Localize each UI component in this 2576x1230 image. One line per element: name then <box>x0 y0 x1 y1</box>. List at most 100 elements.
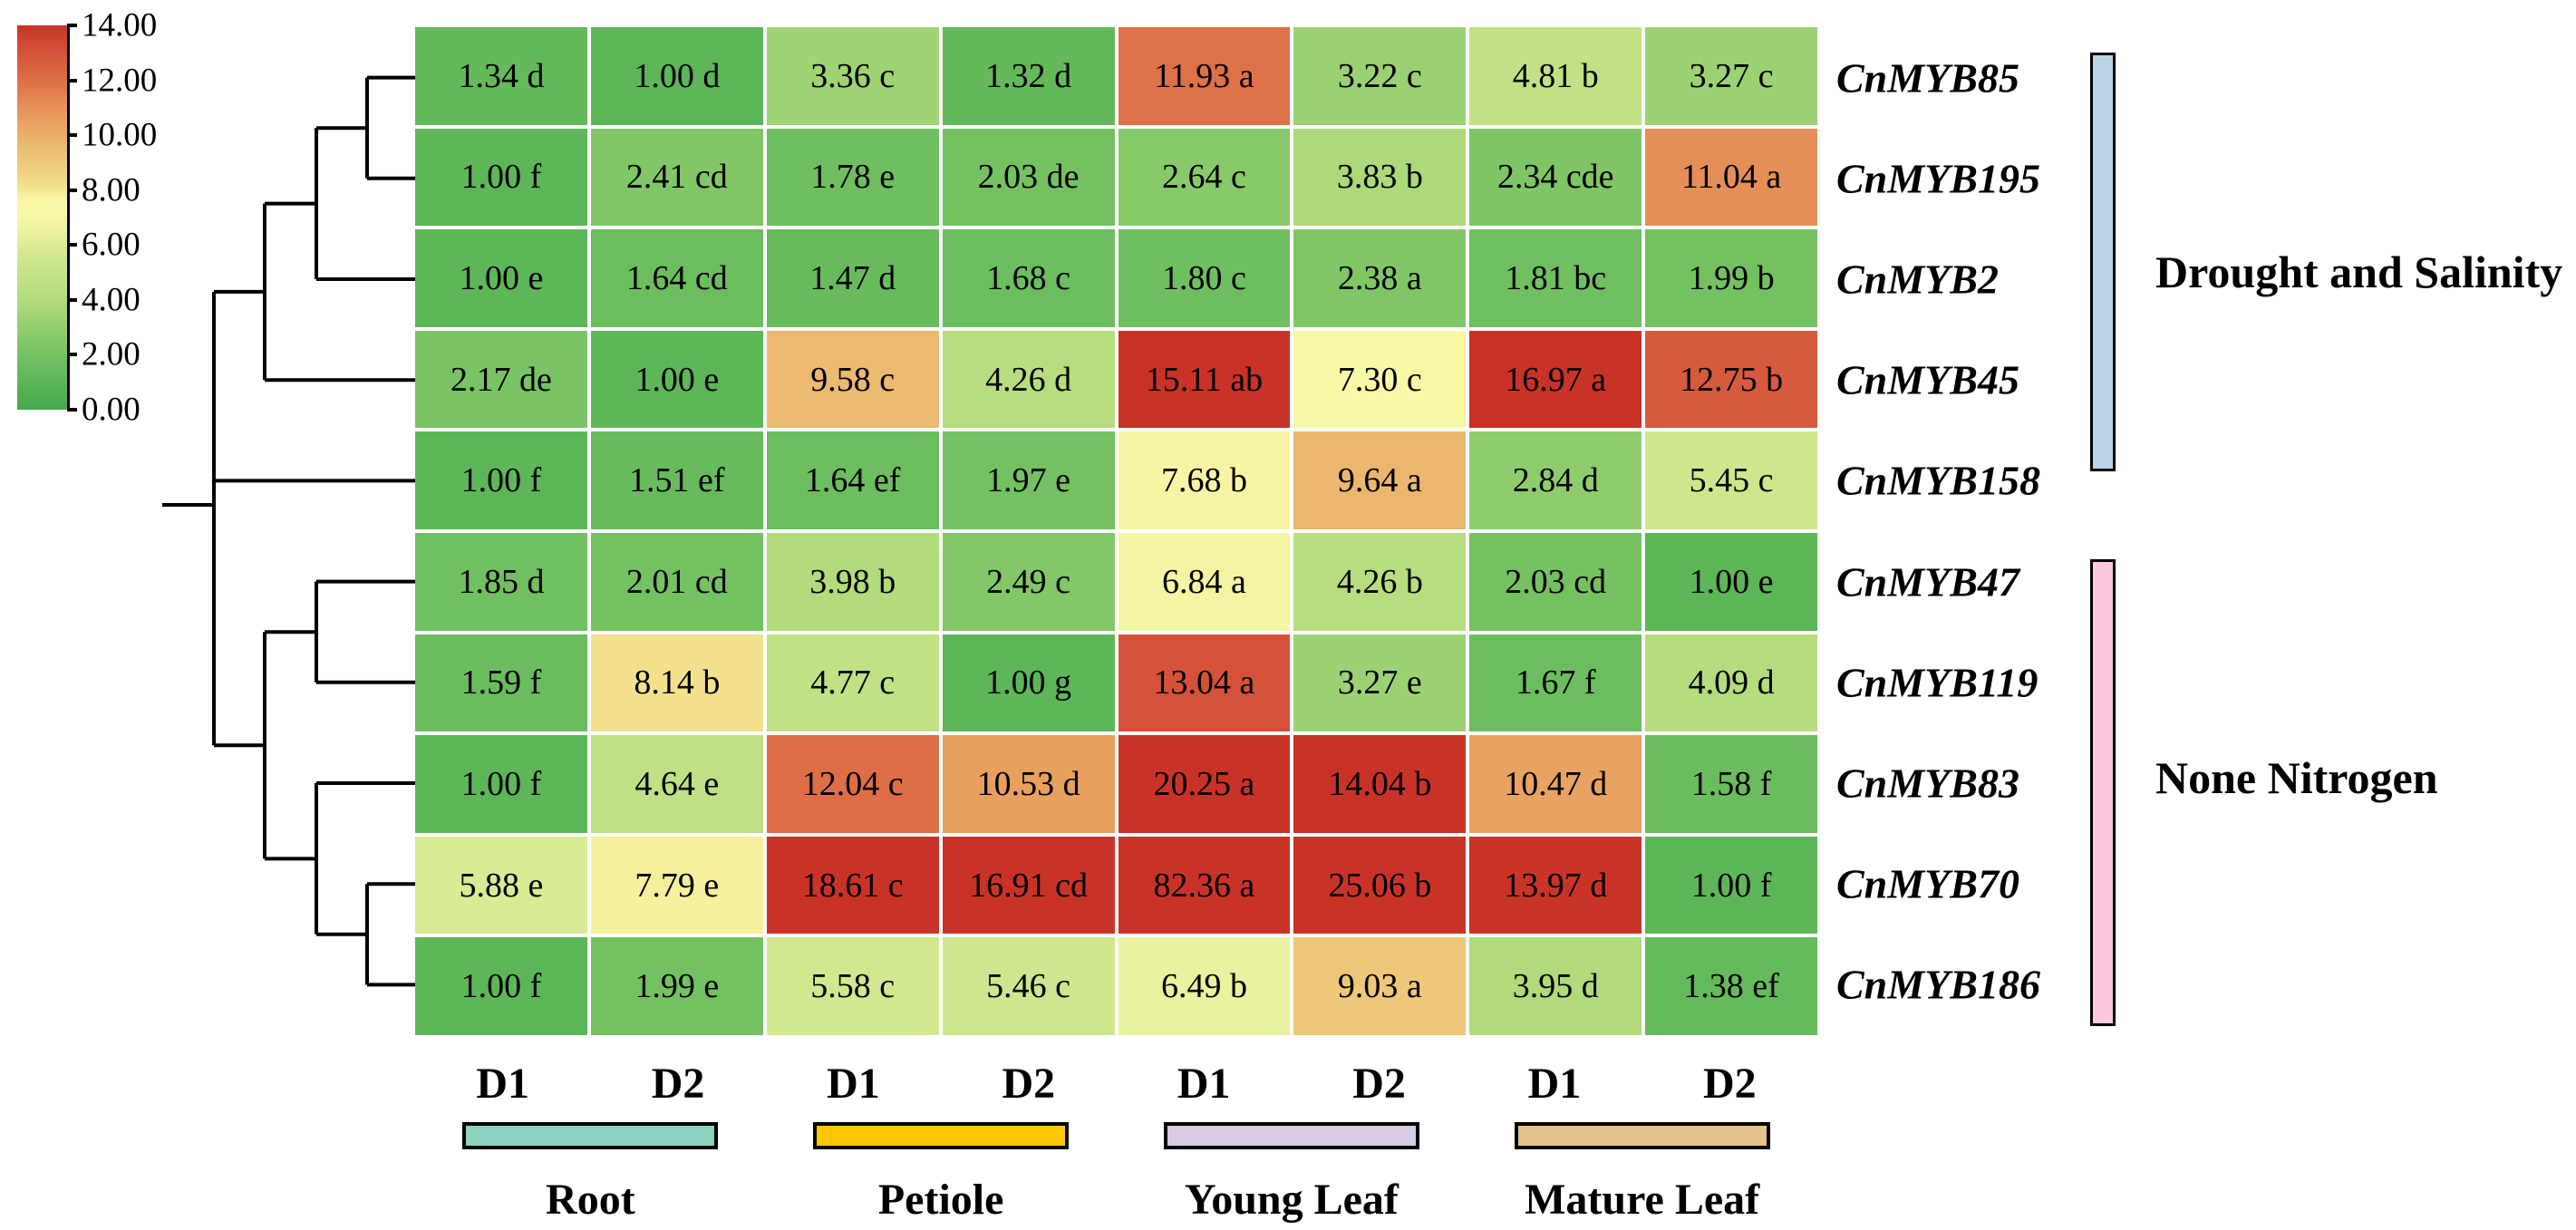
heatmap-cell: 3.95 d <box>1469 937 1642 1035</box>
heatmap-cell: 1.00 e <box>415 229 587 327</box>
heatmap-cell: 4.26 d <box>942 330 1115 429</box>
heatmap-cell: 1.00 f <box>1645 836 1817 935</box>
colorbar-tick <box>67 133 77 138</box>
heatmap-cell: 1.99 b <box>1645 229 1817 327</box>
heatmap-cell: 2.41 cd <box>590 128 763 227</box>
colorbar-tick <box>67 297 77 302</box>
gene-label: CnMYB186 <box>1836 961 2040 1008</box>
heatmap-cell: 6.84 a <box>1118 532 1291 631</box>
tissue-label: Mature Leaf <box>1525 1176 1760 1224</box>
column-replicate-label: D1 <box>827 1060 880 1108</box>
column-replicate-label: D2 <box>651 1060 705 1108</box>
tissue-bar-mature-leaf <box>1514 1122 1770 1149</box>
heatmap-cell: 5.58 c <box>766 937 939 1035</box>
gene-label: CnMYB2 <box>1836 256 1999 303</box>
tissue-label: Young Leaf <box>1184 1176 1399 1224</box>
tissue-label: Petiole <box>877 1176 1004 1224</box>
heatmap-cell: 1.32 d <box>942 27 1115 125</box>
heatmap-cell: 4.77 c <box>766 634 939 732</box>
colorbar-tick-label: 8.00 <box>82 171 140 209</box>
heatmap-cell: 1.00 f <box>415 735 587 833</box>
colorbar-tick <box>67 24 77 27</box>
heatmap-cell: 1.51 ef <box>590 431 763 529</box>
heatmap-cell: 1.00 d <box>590 27 763 125</box>
heatmap-cell: 11.93 a <box>1118 27 1291 125</box>
heatmap-cell: 2.34 cde <box>1469 128 1642 227</box>
group-label-drought-salinity: Drought and Salinity <box>2155 247 2563 297</box>
tissue-bar-young-leaf <box>1163 1122 1419 1149</box>
heatmap-cell: 16.91 cd <box>942 836 1115 935</box>
heatmap-cell: 2.17 de <box>415 330 587 429</box>
colorbar-tick <box>67 408 77 412</box>
group-bar-drought-salinity <box>2090 53 2116 471</box>
tissue-bar-petiole <box>813 1122 1070 1149</box>
heatmap-cell: 12.04 c <box>766 735 939 833</box>
heatmap-cell: 1.00 f <box>415 937 587 1035</box>
heatmap-cell: 1.64 cd <box>590 229 763 327</box>
gene-label: CnMYB70 <box>1836 860 2019 907</box>
heatmap-cell: 4.81 b <box>1469 27 1642 125</box>
heatmap-cell: 7.79 e <box>590 836 763 935</box>
heatmap-cell: 1.81 bc <box>1469 229 1642 327</box>
colorbar-tick-label: 10.00 <box>82 116 158 154</box>
colorbar-tick-label: 2.00 <box>82 335 140 373</box>
tissue-bar-root <box>462 1122 719 1149</box>
heatmap-cell: 1.80 c <box>1118 229 1291 327</box>
heatmap-cell: 1.64 ef <box>766 431 939 529</box>
colorbar-tick <box>67 353 77 357</box>
heatmap-cell: 20.25 a <box>1118 735 1291 833</box>
group-label-none-nitrogen: None Nitrogen <box>2155 752 2438 803</box>
colorbar-tick-label: 14.00 <box>82 6 158 44</box>
heatmap-cell: 13.97 d <box>1469 836 1642 935</box>
heatmap-cell: 5.45 c <box>1645 431 1817 529</box>
column-replicate-label: D2 <box>1002 1060 1056 1108</box>
heatmap-cell: 5.46 c <box>942 937 1115 1035</box>
heatmap-cell: 1.00 e <box>590 330 763 429</box>
heatmap-cell: 1.78 e <box>766 128 939 227</box>
colorbar-gradient <box>17 25 70 410</box>
gene-label: CnMYB45 <box>1836 356 2019 403</box>
heatmap-cell: 2.38 a <box>1293 229 1467 327</box>
heatmap-cell: 3.27 e <box>1293 634 1467 732</box>
heatmap-cell: 1.34 d <box>415 27 587 125</box>
heatmap-cell: 5.88 e <box>415 836 587 935</box>
heatmap-cell: 13.04 a <box>1118 634 1291 732</box>
heatmap-cell: 25.06 b <box>1293 836 1467 935</box>
heatmap-cell: 12.75 b <box>1645 330 1817 429</box>
heatmap-cell: 1.67 f <box>1469 634 1642 732</box>
heatmap-cell: 15.11 ab <box>1118 330 1291 429</box>
heatmap-cell: 2.03 de <box>942 128 1115 227</box>
heatmap-cell: 3.83 b <box>1293 128 1467 227</box>
heatmap-cell: 2.84 d <box>1469 431 1642 529</box>
column-replicate-label: D1 <box>1177 1060 1231 1108</box>
heatmap-cell: 3.22 c <box>1293 27 1467 125</box>
heatmap-cell: 1.00 f <box>415 431 587 529</box>
heatmap-cell: 7.68 b <box>1118 431 1291 529</box>
heatmap-cell: 9.03 a <box>1293 937 1467 1035</box>
heatmap-cell: 1.99 e <box>590 937 763 1035</box>
column-replicate-label: D1 <box>1527 1060 1582 1108</box>
row-dendrogram <box>162 75 415 987</box>
column-replicate-label: D1 <box>476 1060 530 1108</box>
colorbar-tick <box>67 243 77 247</box>
heatmap-cell: 8.14 b <box>590 634 763 732</box>
heatmap-cell: 16.97 a <box>1469 330 1642 429</box>
heatmap-cell: 2.49 c <box>942 532 1115 631</box>
heatmap-cell: 2.01 cd <box>590 532 763 631</box>
heatmap-cell: 3.36 c <box>766 27 939 125</box>
gene-label: CnMYB47 <box>1836 558 2019 605</box>
heatmap-cell: 3.98 b <box>766 532 939 631</box>
heatmap-cell: 1.00 e <box>1645 532 1817 631</box>
heatmap-grid: 1.34 d 1.00 d 3.36 c 1.32 d 11.93 a 3.22 c 4.8… <box>415 27 1817 1035</box>
heatmap-cell: 82.36 a <box>1118 836 1291 935</box>
column-replicate-label: D2 <box>1702 1060 1757 1108</box>
heatmap-cell: 1.00 g <box>942 634 1115 732</box>
heatmap-cell: 14.04 b <box>1293 735 1467 833</box>
colorbar-tick-label: 4.00 <box>82 281 140 319</box>
colorbar-tick-label: 12.00 <box>82 62 158 100</box>
gene-label: CnMYB83 <box>1836 760 2019 807</box>
column-replicate-label: D2 <box>1352 1060 1406 1108</box>
group-bar-none-nitrogen <box>2090 559 2116 1026</box>
gene-label: CnMYB119 <box>1836 659 2039 706</box>
